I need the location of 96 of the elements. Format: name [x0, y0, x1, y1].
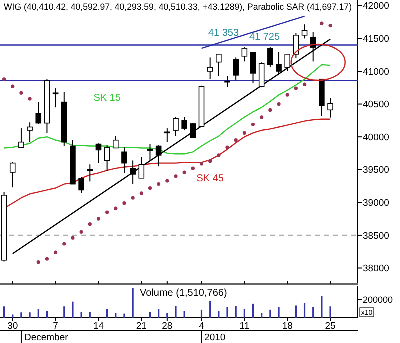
- point: [328, 24, 332, 28]
- candlestick: [328, 98, 334, 118]
- point: [157, 182, 161, 186]
- point: [36, 260, 40, 264]
- candlestick: [113, 136, 119, 149]
- candlestick: [302, 24, 308, 40]
- point: [294, 86, 298, 90]
- annotation: 41 353: [208, 28, 240, 40]
- candlestick: [36, 102, 42, 124]
- x-tick-label: 28: [162, 321, 173, 332]
- series-label: SK 45: [196, 174, 224, 185]
- point: [286, 93, 290, 97]
- point: [148, 186, 152, 190]
- point: [106, 210, 110, 214]
- y-tick-label: 38500: [363, 230, 390, 242]
- point: [320, 22, 324, 26]
- point: [2, 78, 6, 82]
- candlestick: [242, 47, 248, 62]
- candlestick: [268, 47, 274, 68]
- y-tick-label: 38000: [363, 264, 390, 275]
- point: [226, 146, 230, 150]
- candlestick: [182, 116, 188, 132]
- point: [122, 202, 126, 206]
- candlestick: [87, 164, 94, 182]
- point: [45, 257, 50, 261]
- point: [20, 91, 24, 95]
- point: [62, 242, 66, 246]
- point: [80, 230, 84, 234]
- y-tick-label: 39500: [363, 165, 390, 176]
- y-tick-label: 40500: [363, 100, 390, 111]
- point: [260, 116, 264, 120]
- x-tick-label: 18: [282, 321, 293, 332]
- x-tick-label: 4: [199, 321, 204, 332]
- point: [182, 170, 186, 174]
- candlestick: [78, 176, 84, 194]
- chart-title: Volume (1,510,766): [140, 288, 228, 299]
- point: [96, 217, 101, 221]
- point: [217, 154, 221, 158]
- x-tick-label: 25: [325, 321, 336, 332]
- candlestick: [164, 128, 170, 143]
- point: [131, 196, 135, 200]
- point: [200, 162, 204, 166]
- point: [302, 82, 307, 86]
- candlestick: [96, 143, 102, 164]
- text: 2010: [204, 332, 226, 343]
- candlestick: [156, 145, 162, 168]
- point: [140, 192, 144, 196]
- point: [114, 206, 118, 210]
- point: [234, 138, 238, 142]
- point: [191, 166, 195, 170]
- x-tick-label: 7: [53, 321, 58, 332]
- candlestick: [10, 162, 16, 188]
- candlestick: [52, 88, 59, 108]
- y-tick-label: 39000: [363, 198, 390, 209]
- y-tick-label: 41000: [363, 66, 390, 78]
- y-tick-label: 41500: [363, 34, 390, 46]
- candlestick: [250, 52, 256, 84]
- text: 200000: [363, 295, 394, 306]
- candlestick: [207, 57, 214, 80]
- y-tick-label: 42000: [363, 1, 390, 12]
- point: [268, 108, 272, 112]
- candlestick: [190, 122, 196, 139]
- x-tick-label: 30: [8, 321, 18, 332]
- point: [277, 102, 281, 106]
- text: SK 15: [94, 92, 122, 104]
- point: [88, 222, 92, 226]
- candlestick: [104, 145, 110, 172]
- candlestick: [147, 144, 154, 162]
- point: [166, 179, 170, 183]
- y-tick-label: 40000: [363, 132, 390, 144]
- candlestick: [27, 122, 33, 143]
- candlestick: [122, 147, 128, 174]
- point: [71, 236, 75, 240]
- candlestick: [284, 54, 290, 72]
- candlestick: [130, 160, 136, 185]
- candlestick: [173, 116, 179, 137]
- point: [174, 174, 178, 178]
- point: [11, 84, 15, 88]
- candlestick: [18, 128, 24, 148]
- text: December: [24, 332, 68, 343]
- point: [251, 122, 256, 126]
- x-tick-label: 14: [93, 321, 104, 332]
- candlestick: [258, 62, 265, 88]
- point: [28, 97, 32, 101]
- candlestick: [216, 54, 222, 77]
- candlestick: [233, 57, 239, 82]
- point: [208, 160, 212, 164]
- x-tick-label: 11: [240, 321, 250, 332]
- point: [54, 250, 58, 254]
- candlestick: [276, 52, 282, 76]
- x-tick-label: 21: [136, 321, 147, 332]
- chart-title: WIG (40,410.42, 40,592.97, 40,293.59, 40,510.33, +43.1289), Parabolic SAR (41,697.17): [4, 2, 360, 12]
- point: [242, 131, 246, 135]
- annotation: 41 725: [249, 32, 280, 43]
- candlestick: [224, 76, 230, 88]
- candlestick: [138, 156, 145, 179]
